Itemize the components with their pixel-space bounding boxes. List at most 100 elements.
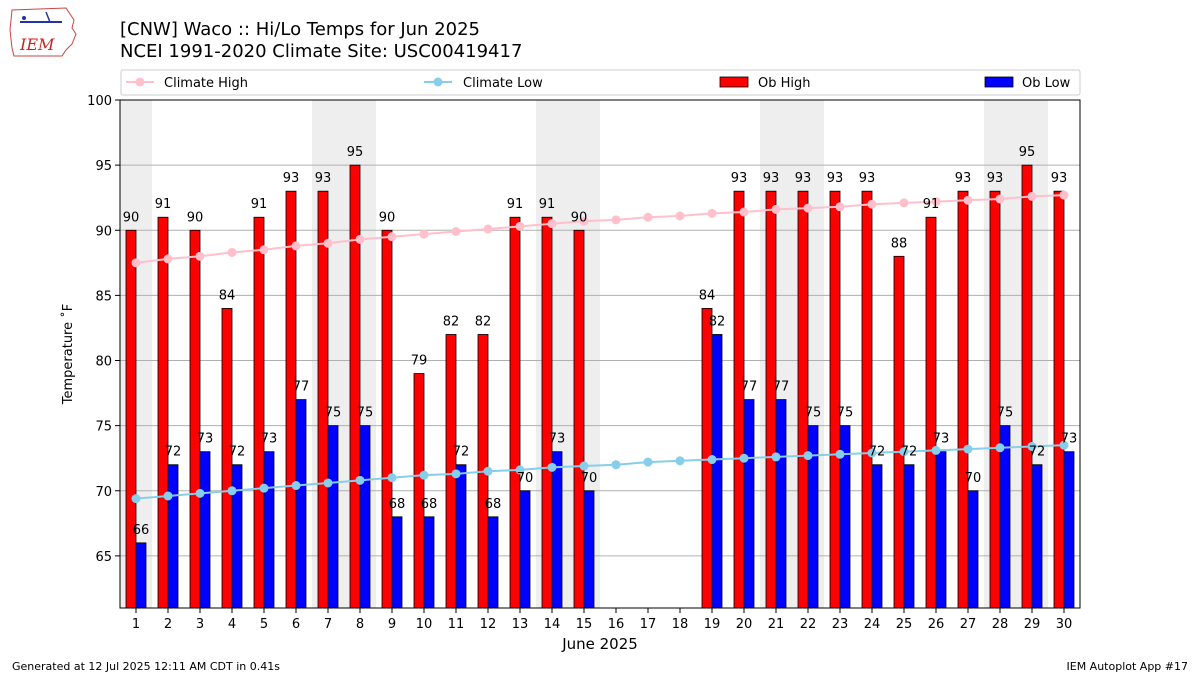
ob-low-bar: [519, 490, 531, 609]
ob-high-label: 93: [827, 171, 844, 186]
ob-high-bar: [861, 190, 873, 609]
iem-logo: IEM: [9, 7, 77, 57]
ob-high-bar: [349, 164, 361, 609]
ob-high-label: 93: [731, 171, 748, 186]
y-axis-title: Temperature ˚F: [60, 304, 76, 405]
climate-high-point: [675, 211, 685, 221]
climate-low-point: [1027, 441, 1037, 451]
ob-low-label: 72: [453, 445, 470, 460]
ob-low-bar: [935, 451, 947, 609]
ob-low-bar: [711, 334, 723, 609]
legend-item-climate-high: Climate High: [126, 76, 248, 91]
ob-high-label: 93: [955, 171, 972, 186]
climate-high-point: [579, 216, 589, 226]
ob-low-bar: [967, 490, 979, 609]
legend-item-ob-low: Ob Low: [984, 76, 1071, 91]
ob-high-label: 88: [891, 236, 908, 251]
climate-low-point: [483, 466, 493, 476]
ob-low-label: 75: [325, 406, 342, 421]
x-tick-label: 23: [832, 617, 849, 632]
x-tick-label: 8: [356, 617, 364, 632]
climate-low-point: [835, 449, 845, 459]
ob-high-label: 93: [987, 171, 1004, 186]
climate-low-point: [931, 445, 941, 455]
x-tick-label: 27: [960, 617, 977, 632]
ob-low-label: 82: [709, 314, 726, 329]
ob-low-bar: [551, 451, 563, 609]
climate-high-point: [611, 215, 621, 225]
climate-low-point: [867, 448, 877, 458]
ob-low-label: 77: [741, 380, 758, 395]
ob-low-bar: [199, 451, 211, 609]
climate-low-point: [451, 469, 461, 479]
x-tick-label: 14: [544, 617, 561, 632]
climate-high-point: [771, 204, 781, 214]
climate-high-point: [899, 198, 909, 208]
ob-high-bar: [1021, 164, 1033, 609]
ob-low-bar: [903, 464, 915, 609]
y-tick-label: 95: [95, 159, 112, 174]
climate-high-point: [195, 251, 205, 261]
ob-high-label: 93: [859, 171, 876, 186]
climate-low-point: [227, 486, 237, 496]
legend-label-ob-low: Ob Low: [1022, 76, 1071, 91]
ob-low-label: 68: [421, 497, 438, 512]
x-tick-label: 20: [736, 617, 753, 632]
climate-high-point: [355, 234, 365, 244]
ob-low-label: 72: [901, 445, 918, 460]
x-tick-label: 13: [512, 617, 529, 632]
bars: [125, 164, 1075, 609]
climate-high-point: [323, 238, 333, 248]
x-axis: 1 2 3 4 5 6 7 8 9 10 11 12 13 14 15 16 17 18 19 20 21 22 23 24 2…: [132, 608, 1072, 632]
climate-low-line: [135, 444, 1065, 500]
climate-high-line: [135, 194, 1065, 264]
y-tick-label: 100: [87, 94, 112, 109]
climate-low-point: [259, 483, 269, 493]
x-tick-label: 26: [928, 617, 945, 632]
data-labels: 90 66 91 72 90 73 84 72 91 73 93 77 93 75 95 75 90 68 79 68…: [123, 145, 1078, 538]
ob-high-label: 93: [283, 171, 300, 186]
ob-high-label: 91: [923, 197, 940, 212]
ob-high-label: 91: [155, 197, 172, 212]
ob-low-label: 70: [517, 471, 534, 486]
ob-high-bar: [285, 190, 297, 609]
ob-low-label: 75: [357, 406, 374, 421]
ob-high-bar: [797, 190, 809, 609]
legend-label-ob-high: Ob High: [758, 76, 811, 91]
ob-high-bar: [157, 216, 169, 609]
ob-high-bar: [125, 229, 137, 609]
ob-low-label: 70: [965, 471, 982, 486]
climate-low-point: [515, 465, 525, 475]
ob-high-label: 93: [1051, 171, 1068, 186]
climate-low-point: [323, 478, 333, 488]
climate-high-point: [515, 221, 525, 231]
y-tick-label: 70: [95, 485, 112, 500]
ob-low-label: 72: [229, 445, 246, 460]
chart-subtitle: NCEI 1991-2020 Climate Site: USC00419417: [120, 41, 522, 62]
ob-low-bar: [999, 425, 1011, 609]
climate-low-point: [675, 456, 685, 466]
footer-generated: Generated at 12 Jul 2025 12:11 AM CDT in…: [12, 660, 280, 673]
y-tick-label: 65: [95, 550, 112, 565]
logo-text: IEM: [19, 35, 55, 54]
ob-high-label: 93: [795, 171, 812, 186]
climate-high-point: [995, 194, 1005, 204]
ob-low-label: 73: [261, 432, 278, 447]
climate-high-point: [259, 245, 269, 255]
ob-high-label: 82: [443, 314, 460, 329]
ob-low-bar: [487, 516, 499, 609]
climate-high-point: [291, 241, 301, 251]
climate-low-point: [963, 444, 973, 454]
ob-high-bar: [829, 190, 841, 609]
climate-high-point: [131, 258, 141, 268]
climate-low-point: [131, 494, 141, 504]
ob-low-bar: [391, 516, 403, 609]
ob-low-label: 73: [933, 432, 950, 447]
climate-high-point: [547, 219, 557, 229]
climate-low-point: [547, 462, 557, 472]
ob-low-label: 73: [1061, 432, 1078, 447]
climate-high-point: [163, 254, 173, 264]
climate-low-point: [579, 461, 589, 471]
x-tick-label: 15: [576, 617, 593, 632]
